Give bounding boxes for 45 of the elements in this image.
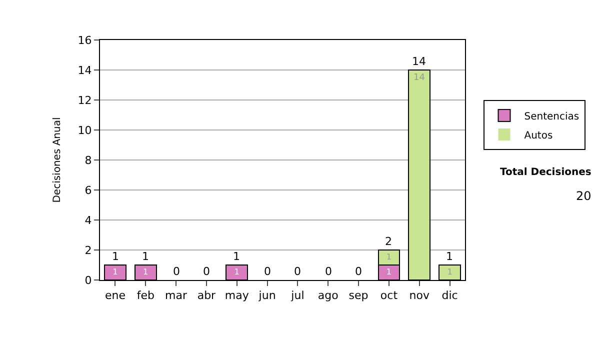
y-tick-label: 2 [84,244,92,257]
data-label: 1 [143,266,148,276]
x-tick-label: nov [409,289,430,302]
y-tick-label: 8 [84,154,92,167]
total-label: 14 [412,55,426,68]
y-axis-title: Decisiones Anual [52,117,63,203]
total-label: 1 [233,250,240,263]
total-label: 0 [355,265,362,278]
text: Total Decisiones [500,167,592,178]
x-tick-label: sep [348,289,368,302]
text: 20 [576,189,592,203]
legend-label: Sentencias [524,111,580,122]
x-tick-label: feb [136,289,154,302]
x-tick-label: may [224,289,250,302]
data-label: 1 [112,266,118,276]
y-tick-label: 16 [78,34,92,47]
total-label: 0 [294,265,301,278]
x-tick-label: abr [197,289,216,302]
total-label: 0 [173,265,180,278]
x-tick-label: ene [104,289,126,302]
y-tick-label: 0 [84,274,92,287]
x-tick-label: oct [380,289,398,302]
y-tick-label: 12 [78,94,92,107]
total-label: 1 [112,250,119,263]
total-label: 0 [203,265,210,278]
data-label: 14 [414,73,426,83]
y-tick-label: 4 [84,214,92,227]
y-tick-label: 14 [78,64,92,77]
total-label: 0 [325,265,332,278]
total-label: 1 [446,250,453,263]
y-tick-label: 10 [78,124,92,137]
y-tick-label: 6 [84,184,92,197]
total-label: 1 [142,250,149,263]
data-label: 1 [386,251,392,262]
total-label: 2 [385,235,392,248]
x-tick-label: ago [318,289,339,302]
data-label: 1 [447,266,452,276]
legend-label: Autos [524,130,553,142]
total-label: 0 [264,265,271,278]
data-label: 1 [386,266,392,276]
data-label: 1 [234,266,240,276]
x-tick-label: dic [442,289,458,302]
x-tick-label: jul [290,289,304,302]
x-tick-label: mar [165,289,188,302]
x-tick-label: jun [258,289,276,302]
